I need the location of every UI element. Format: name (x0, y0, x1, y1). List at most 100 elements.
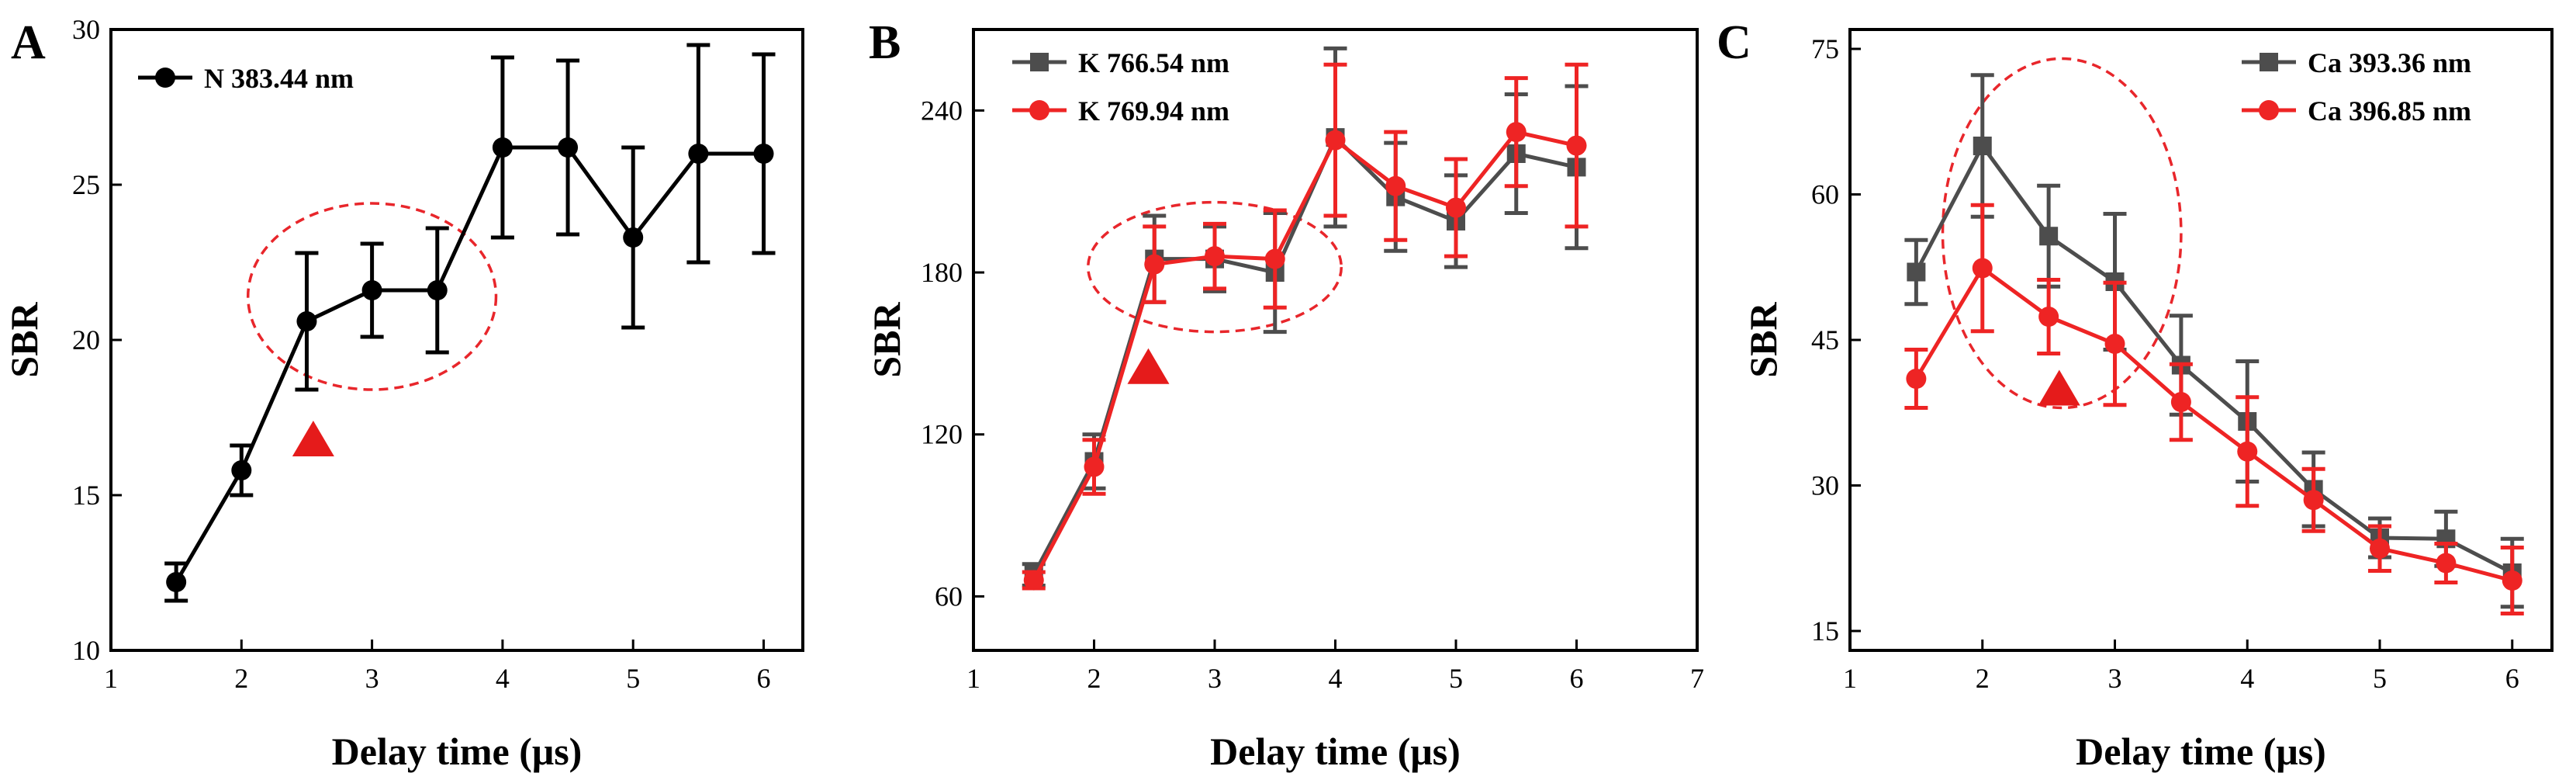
data-point (623, 227, 644, 248)
legend-swatch-marker (155, 68, 175, 88)
data-point (1144, 254, 1165, 275)
triangle-marker (292, 421, 334, 456)
data-point (1325, 130, 1346, 151)
y-tick-label: 60 (1811, 179, 1839, 210)
series-0: N 383.44 nm (138, 43, 776, 603)
highlight-ellipse (1941, 57, 2183, 410)
panel-letter: C (1717, 16, 1751, 69)
data-point (1506, 122, 1527, 143)
series-line (1914, 265, 2513, 583)
x-tick-label: 4 (2240, 663, 2254, 694)
data-point (2303, 490, 2324, 511)
series-1: K 769.94 nm (1012, 62, 1589, 591)
y-tick-label: 75 (1811, 33, 1839, 64)
x-tick-label: 4 (1329, 663, 1343, 694)
panel-a: 1 2 3 4 5 6 10 15 20 25 30 Delay time (μs) SBR A N 383… (2, 14, 804, 773)
y-axis-title: SBR (1741, 301, 1785, 377)
data-point (1084, 456, 1105, 477)
x-tick-label: 1 (104, 663, 118, 694)
series-0: Ca 393.36 nm (1904, 47, 2524, 609)
data-point (1385, 175, 1406, 196)
x-tick-label: 1 (966, 663, 980, 694)
data-point (1972, 258, 1993, 279)
data-point (753, 144, 774, 164)
data-point (2170, 392, 2191, 412)
y-axis-title: SBR (2, 301, 46, 377)
data-point (166, 572, 187, 592)
legend-swatch-marker (2259, 100, 2279, 120)
legend-label: K 766.54 nm (1078, 47, 1229, 78)
x-tick-label: 4 (496, 663, 510, 694)
series-line (1914, 142, 2513, 575)
highlight-ellipse (246, 202, 498, 391)
legend-label: Ca 396.85 nm (2308, 95, 2471, 127)
x-tick-label: 2 (234, 663, 248, 694)
y-tick-label: 120 (921, 419, 963, 450)
series-1: Ca 396.85 nm (1904, 95, 2524, 615)
y-tick-label: 180 (921, 257, 963, 288)
x-tick-label: 3 (2108, 663, 2122, 694)
data-point (2237, 441, 2258, 462)
legend-label: N 383.44 nm (204, 63, 354, 94)
data-point (2370, 538, 2391, 559)
panel-letter: B (869, 16, 901, 69)
y-axis-title: SBR (865, 301, 908, 377)
x-tick-label: 6 (2505, 663, 2519, 694)
data-point (427, 280, 448, 300)
data-point (2039, 227, 2059, 246)
x-axis-title: Delay time (μs) (1210, 730, 1461, 773)
y-tick-label: 240 (921, 95, 963, 126)
y-tick-label: 25 (72, 169, 100, 200)
x-tick-label: 2 (1087, 663, 1101, 694)
legend-label: Ca 393.36 nm (2308, 47, 2471, 78)
triangle-marker (2038, 369, 2080, 406)
y-tick-label: 30 (1811, 470, 1839, 501)
series-line (1032, 130, 1578, 581)
data-point (231, 460, 252, 480)
x-axis-title: Delay time (μs) (2076, 730, 2326, 773)
data-point (1205, 246, 1225, 267)
x-tick-label: 5 (1449, 663, 1463, 694)
x-tick-label: 5 (626, 663, 640, 694)
triangle-marker (1127, 348, 1170, 384)
data-point (361, 280, 382, 300)
y-tick-label: 10 (72, 635, 100, 666)
x-tick-label: 5 (2373, 663, 2387, 694)
legend-swatch-marker (1029, 100, 1049, 120)
x-tick-label: 3 (365, 663, 379, 694)
y-tick-label: 30 (72, 14, 100, 45)
data-point (2502, 570, 2522, 591)
x-tick-label: 6 (757, 663, 771, 694)
y-tick-label: 15 (72, 480, 100, 511)
data-point (1446, 197, 1466, 218)
x-tick-label: 2 (1976, 663, 1990, 694)
x-tick-label: 6 (1570, 663, 1584, 694)
data-point (2436, 553, 2457, 574)
data-point (492, 137, 513, 158)
x-axis-title: Delay time (μs) (332, 730, 583, 773)
data-point (296, 311, 317, 331)
data-point (2038, 307, 2059, 327)
panel-b: 1 2 3 4 5 6 7 60 120 180 240 Delay time (μs) SBR B K 7… (865, 16, 1704, 773)
series-line (174, 145, 764, 584)
legend-swatch-marker (1030, 53, 1049, 71)
data-point (1973, 137, 1992, 155)
highlight-ellipse (1086, 200, 1343, 334)
legend-swatch-marker (2260, 53, 2278, 71)
data-point (1023, 570, 1044, 591)
y-tick-label: 45 (1811, 324, 1839, 355)
data-point (558, 137, 579, 158)
panel-letter: A (11, 16, 46, 69)
data-point (1906, 369, 1927, 389)
x-tick-label: 3 (1208, 663, 1222, 694)
data-point (688, 144, 709, 164)
y-tick-label: 20 (72, 324, 100, 355)
x-tick-label: 7 (1690, 663, 1704, 694)
data-point (1907, 262, 1926, 282)
data-point (2104, 334, 2125, 354)
y-tick-label: 15 (1811, 615, 1839, 647)
data-point (1264, 248, 1285, 269)
y-tick-label: 60 (935, 581, 963, 612)
